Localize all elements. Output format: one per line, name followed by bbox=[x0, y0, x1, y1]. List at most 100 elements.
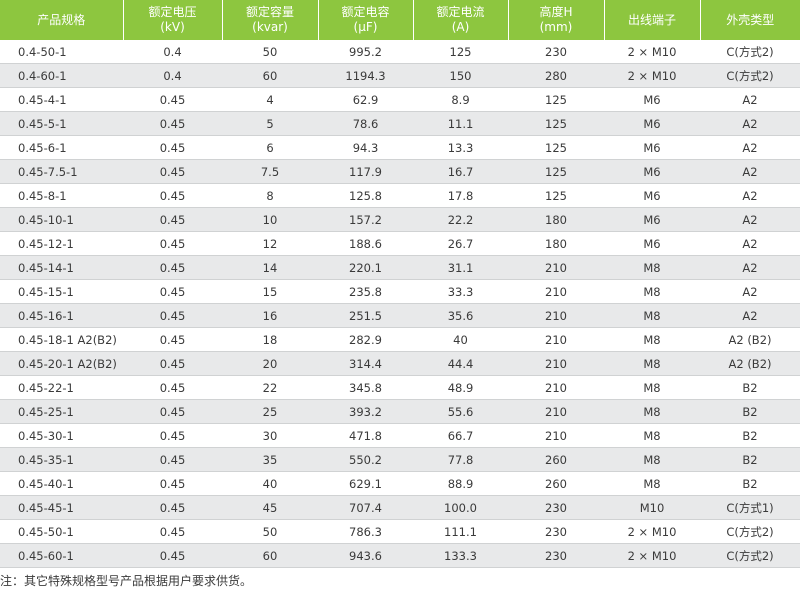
table-cell: 12 bbox=[222, 231, 318, 256]
table-cell: M8 bbox=[604, 327, 700, 352]
table-cell: M6 bbox=[604, 111, 700, 136]
table-cell: M8 bbox=[604, 303, 700, 328]
table-cell: 35.6 bbox=[413, 303, 508, 328]
table-cell: 0.45 bbox=[123, 87, 222, 112]
header-text: 产品规格 bbox=[37, 12, 86, 27]
table-cell: 13.3 bbox=[413, 135, 508, 160]
table-cell: 0.45-10-1 bbox=[0, 207, 123, 232]
table-cell: 88.9 bbox=[413, 471, 508, 496]
table-cell: C(方式2) bbox=[700, 63, 800, 88]
table-row: 0.45-15-1 0.45 15 235.8 33.3 210 M8 A2 bbox=[0, 279, 800, 304]
table-cell: M8 bbox=[604, 423, 700, 448]
table-row: 0.45-25-1 0.45 25 393.2 55.6 210 M8 B2 bbox=[0, 399, 800, 424]
table-cell: 345.8 bbox=[318, 375, 413, 400]
table-row: 0.45-20-1 A2(B2) 0.45 20 314.4 44.4 210 M8 A2 (… bbox=[0, 351, 800, 376]
table-cell: M6 bbox=[604, 135, 700, 160]
header-row: 产品规格 额定电压 (kV) 额定容量 (kvar) 额定电容 (μF) 额定电流 (A) 高度H… bbox=[0, 0, 800, 40]
table-row: 0.45-16-1 0.45 16 251.5 35.6 210 M8 A2 bbox=[0, 303, 800, 328]
table-cell: 0.45-40-1 bbox=[0, 471, 123, 496]
table-cell: 210 bbox=[508, 375, 604, 400]
table-cell: 111.1 bbox=[413, 519, 508, 544]
table-cell: B2 bbox=[700, 423, 800, 448]
table-cell: 943.6 bbox=[318, 543, 413, 568]
header-cell: 产品规格 bbox=[0, 0, 123, 40]
table-cell: 0.45 bbox=[123, 111, 222, 136]
header-text: (kvar) bbox=[252, 20, 288, 34]
table-cell: 117.9 bbox=[318, 159, 413, 184]
table-cell: 0.45 bbox=[123, 375, 222, 400]
table-cell: 550.2 bbox=[318, 447, 413, 472]
table-cell: 0.45-15-1 bbox=[0, 279, 123, 304]
header-text: 外壳类型 bbox=[726, 12, 775, 27]
table-cell: 0.45-14-1 bbox=[0, 255, 123, 280]
table-cell: 230 bbox=[508, 519, 604, 544]
table-cell: 17.8 bbox=[413, 183, 508, 208]
header-cell: 额定电压 (kV) bbox=[122, 0, 222, 40]
table-cell: 31.1 bbox=[413, 255, 508, 280]
table-cell: B2 bbox=[700, 375, 800, 400]
table-cell: 25 bbox=[222, 399, 318, 424]
table-cell: 220.1 bbox=[318, 255, 413, 280]
table-cell: 6 bbox=[222, 135, 318, 160]
table-cell: 707.4 bbox=[318, 495, 413, 520]
table-cell: 2 × M10 bbox=[604, 519, 700, 544]
table-cell: 235.8 bbox=[318, 279, 413, 304]
table-cell: A2 bbox=[700, 183, 800, 208]
table-cell: 14 bbox=[222, 255, 318, 280]
table-cell: 157.2 bbox=[318, 207, 413, 232]
table-cell: M6 bbox=[604, 183, 700, 208]
table-cell: M6 bbox=[604, 231, 700, 256]
table-cell: 230 bbox=[508, 40, 604, 64]
table-cell: 125 bbox=[508, 159, 604, 184]
table-row: 0.45-10-1 0.45 10 157.2 22.2 180 M6 A2 bbox=[0, 207, 800, 232]
table-cell: 0.45-5-1 bbox=[0, 111, 123, 136]
table-cell: 629.1 bbox=[318, 471, 413, 496]
table-cell: 180 bbox=[508, 207, 604, 232]
table-cell: 125 bbox=[508, 183, 604, 208]
table-row: 0.45-45-1 0.45 45 707.4 100.0 230 M10 C(方式1) bbox=[0, 495, 800, 520]
table-cell: A2 bbox=[700, 87, 800, 112]
table-cell: 55.6 bbox=[413, 399, 508, 424]
header-text: 额定容量 bbox=[245, 5, 294, 19]
table-cell: 230 bbox=[508, 543, 604, 568]
table-cell: B2 bbox=[700, 471, 800, 496]
table-cell: 22.2 bbox=[413, 207, 508, 232]
table-cell: 0.45 bbox=[123, 303, 222, 328]
table-cell: 0.45-35-1 bbox=[0, 447, 123, 472]
table-cell: 0.45 bbox=[123, 495, 222, 520]
table-cell: C(方式2) bbox=[700, 40, 800, 64]
table-cell: 260 bbox=[508, 471, 604, 496]
table-cell: 0.45 bbox=[123, 351, 222, 376]
table-cell: 16.7 bbox=[413, 159, 508, 184]
table-cell: C(方式1) bbox=[700, 495, 800, 520]
table-cell: A2 bbox=[700, 231, 800, 256]
table-cell: 282.9 bbox=[318, 327, 413, 352]
header-text: (A) bbox=[451, 20, 470, 34]
table-cell: 0.45-25-1 bbox=[0, 399, 123, 424]
header-text: 额定电压 bbox=[148, 5, 197, 19]
table-cell: 0.45 bbox=[123, 327, 222, 352]
table-cell: M8 bbox=[604, 255, 700, 280]
table-cell: 0.45 bbox=[123, 255, 222, 280]
table-cell: 44.4 bbox=[413, 351, 508, 376]
table-cell: 0.4-60-1 bbox=[0, 63, 123, 88]
table-cell: 5 bbox=[222, 111, 318, 136]
header-cell: 出线端子 bbox=[603, 0, 700, 40]
table-cell: A2 bbox=[700, 111, 800, 136]
table-cell: 125.8 bbox=[318, 183, 413, 208]
table-cell: 20 bbox=[222, 351, 318, 376]
table-cell: 7.5 bbox=[222, 159, 318, 184]
table-cell: A2 bbox=[700, 303, 800, 328]
table-cell: M8 bbox=[604, 471, 700, 496]
table-cell: 251.5 bbox=[318, 303, 413, 328]
table-cell: 0.45-8-1 bbox=[0, 183, 123, 208]
table-cell: 0.45-45-1 bbox=[0, 495, 123, 520]
table-cell: 94.3 bbox=[318, 135, 413, 160]
table-row: 0.45-22-1 0.45 22 345.8 48.9 210 M8 B2 bbox=[0, 375, 800, 400]
table-cell: 2 × M10 bbox=[604, 543, 700, 568]
table-body: 0.4-50-1 0.4 50 995.2 125 230 2 × M10 C(方式2) 0.4… bbox=[0, 40, 800, 568]
table-cell: 50 bbox=[222, 519, 318, 544]
header-text: 额定电流 bbox=[436, 5, 485, 19]
table-cell: 0.45-50-1 bbox=[0, 519, 123, 544]
